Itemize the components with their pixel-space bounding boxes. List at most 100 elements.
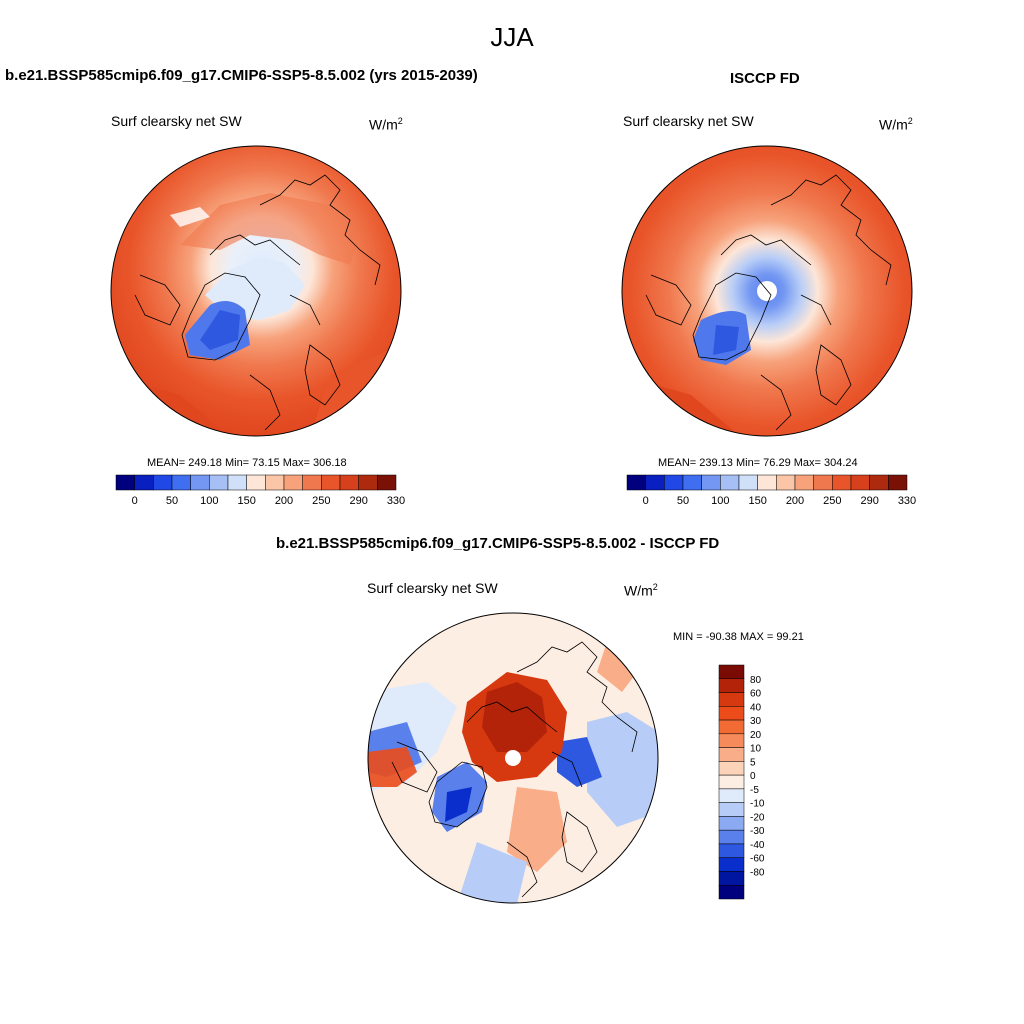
panel2-stats: MEAN= 239.13 Min= 76.29 Max= 304.24 [658, 457, 858, 469]
colorbar-tick-label: -20 [750, 812, 765, 823]
colorbar-tick-label: 20 [750, 730, 762, 741]
colorbar-tick-label: 0 [132, 495, 138, 507]
colorbar-swatch [718, 733, 745, 748]
colorbar-swatch [265, 474, 285, 491]
colorbar-tick-label: 150 [748, 495, 766, 507]
map1-coastlines [134, 174, 381, 431]
colorbar-swatch [718, 774, 745, 790]
panel3-units: W/m2 [624, 582, 658, 599]
colorbar-tick-label: 50 [677, 495, 689, 507]
colorbar-tick-label: 60 [750, 689, 762, 700]
panel2-variable: Surf clearsky net SW [623, 113, 754, 129]
colorbar-swatch [358, 474, 378, 491]
colorbar-swatch [794, 474, 814, 491]
panel3-stats: MIN = -90.38 MAX = 99.21 [673, 631, 804, 643]
colorbar-swatch [701, 474, 721, 491]
colorbar-tick-label: 10 [750, 744, 762, 755]
colorbar-tick-label: 290 [860, 495, 878, 507]
colorbar-tick-label: 0 [643, 495, 649, 507]
colorbar-tick-label: 40 [750, 702, 762, 713]
panel1-variable: Surf clearsky net SW [111, 113, 242, 129]
map-panel-1 [110, 145, 402, 437]
colorbar-tick-label: -10 [750, 799, 765, 810]
panel2-units: W/m2 [879, 116, 913, 133]
colorbar-tick-label: 100 [200, 495, 218, 507]
colorbar-swatch [171, 474, 191, 491]
colorbar-swatch [645, 474, 665, 491]
colorbar-tick-label: 250 [312, 495, 330, 507]
panel1-units: W/m2 [369, 116, 403, 133]
colorbar-swatch [718, 706, 745, 721]
colorbar-tick-label: 0 [750, 771, 756, 782]
colorbar-swatch [283, 474, 303, 491]
colorbar-swatch [720, 474, 740, 491]
colorbar-swatch [813, 474, 833, 491]
colorbar-tick-label: 200 [275, 495, 293, 507]
map-panel-3 [367, 612, 659, 904]
colorbar-swatch [738, 474, 758, 491]
colorbar-swatch [246, 474, 266, 491]
colorbar-tick-label: 330 [387, 495, 405, 507]
colorbar-tick-label: 30 [750, 716, 762, 727]
colorbar-swatch [888, 474, 908, 491]
colorbar-swatch [718, 843, 745, 858]
colorbar-tick-label: 330 [898, 495, 916, 507]
panel2-title: ISCCP FD [730, 70, 800, 87]
panel1-title: b.e21.BSSP585cmip6.f09_g17.CMIP6-SSP5-8.… [5, 67, 478, 84]
colorbar-tick-label: 80 [750, 675, 762, 686]
colorbar-panel-1: 0 50 100 150 200 250 290 330 [115, 474, 405, 507]
colorbar-tick-label: 290 [349, 495, 367, 507]
colorbar-swatch [718, 884, 745, 900]
colorbar-swatch [302, 474, 322, 491]
colorbar-swatch [339, 474, 359, 491]
colorbar-tick-label: 50 [166, 495, 178, 507]
colorbar-tick-label: 100 [711, 495, 729, 507]
colorbar-swatch [718, 788, 745, 803]
colorbar-swatch [718, 857, 745, 872]
colorbar-swatch [718, 829, 745, 845]
panel1-stats: MEAN= 249.18 Min= 73.15 Max= 306.18 [147, 457, 347, 469]
colorbar-panel-3: 80 60 40 30 20 10 5 0 -5 -10 -20 -30 -40 -60 -80 [718, 664, 765, 900]
colorbar-swatch [664, 474, 684, 491]
colorbar-tick-label: -60 [750, 854, 765, 865]
colorbar-swatch [718, 816, 745, 831]
colorbar-swatch [190, 474, 210, 491]
colorbar-swatch [718, 761, 745, 776]
colorbar-swatch [718, 692, 745, 707]
colorbar-tick-label: 150 [237, 495, 255, 507]
colorbar-swatch [209, 474, 229, 491]
colorbar-swatch [718, 747, 745, 762]
colorbar-tick-label: 200 [786, 495, 804, 507]
colorbar-swatch [718, 664, 745, 680]
map2-coastlines [645, 174, 892, 431]
colorbar-swatch [850, 474, 870, 491]
colorbar-swatch [718, 719, 745, 735]
colorbar-swatch [869, 474, 889, 491]
map-panel-2 [621, 145, 913, 437]
colorbar-swatch [115, 474, 135, 491]
colorbar-tick-label: -5 [750, 785, 759, 796]
colorbar-tick-label: -40 [750, 840, 765, 851]
colorbar-swatch [377, 474, 397, 491]
colorbar-swatch [682, 474, 702, 491]
colorbar-tick-label: -30 [750, 826, 765, 837]
panel3-title: b.e21.BSSP585cmip6.f09_g17.CMIP6-SSP5-8.… [276, 535, 720, 552]
colorbar-tick-label: 5 [750, 757, 756, 768]
panel3-variable: Surf clearsky net SW [367, 580, 498, 596]
colorbar-swatch [757, 474, 777, 491]
colorbar-swatch [718, 678, 745, 693]
colorbar-swatch [134, 474, 154, 491]
colorbar-swatch [832, 474, 852, 491]
colorbar-tick-label: -80 [750, 867, 765, 878]
map3-field [368, 613, 658, 903]
colorbar-swatch [718, 871, 745, 886]
colorbar-swatch [227, 474, 247, 491]
map3-coastlines [391, 641, 638, 898]
colorbar-swatch [626, 474, 646, 491]
colorbar-swatch [776, 474, 796, 491]
colorbar-swatch [153, 474, 173, 491]
page-title: JJA [490, 22, 534, 52]
colorbar-panel-2: 0 50 100 150 200 250 290 330 [626, 474, 916, 507]
colorbar-swatch [718, 802, 745, 817]
colorbar-swatch [321, 474, 341, 491]
